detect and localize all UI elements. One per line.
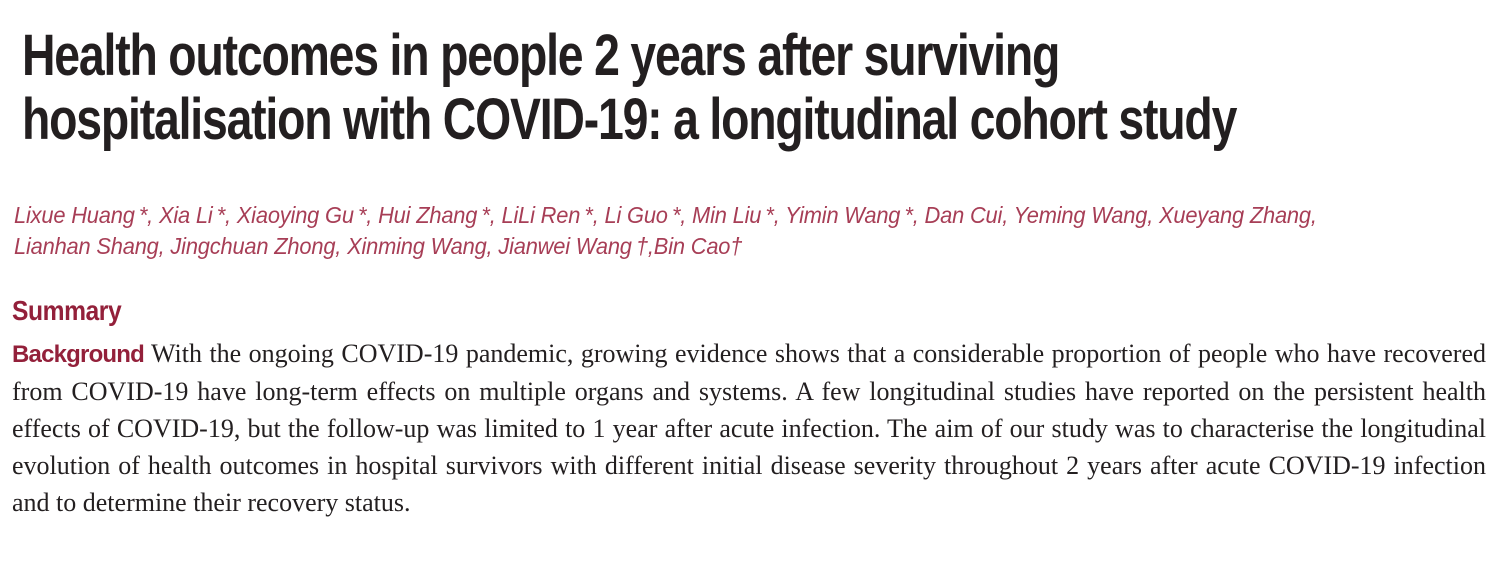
article-title-line-2: hospitalisation with COVID-19: a longitu… [22, 87, 1237, 152]
article-title-line-1: Health outcomes in people 2 years after … [22, 23, 1060, 88]
summary-background-paragraph: Background With the ongoing COVID-19 pan… [12, 335, 1486, 521]
background-section-text: With the ongoing COVID-19 pandemic, grow… [12, 339, 1486, 517]
author-line-1: Lixue Huang *, Xia Li *, Xiaoying Gu *, … [14, 202, 1317, 228]
article-title: Health outcomes in people 2 years after … [22, 0, 1486, 152]
author-line-2: Lianhan Shang, Jingchuan Zhong, Xinming … [14, 233, 743, 259]
summary-heading: Summary [12, 295, 122, 326]
author-list: Lixue Huang *, Xia Li *, Xiaoying Gu *, … [14, 200, 1486, 262]
background-section-label: Background [12, 341, 145, 368]
